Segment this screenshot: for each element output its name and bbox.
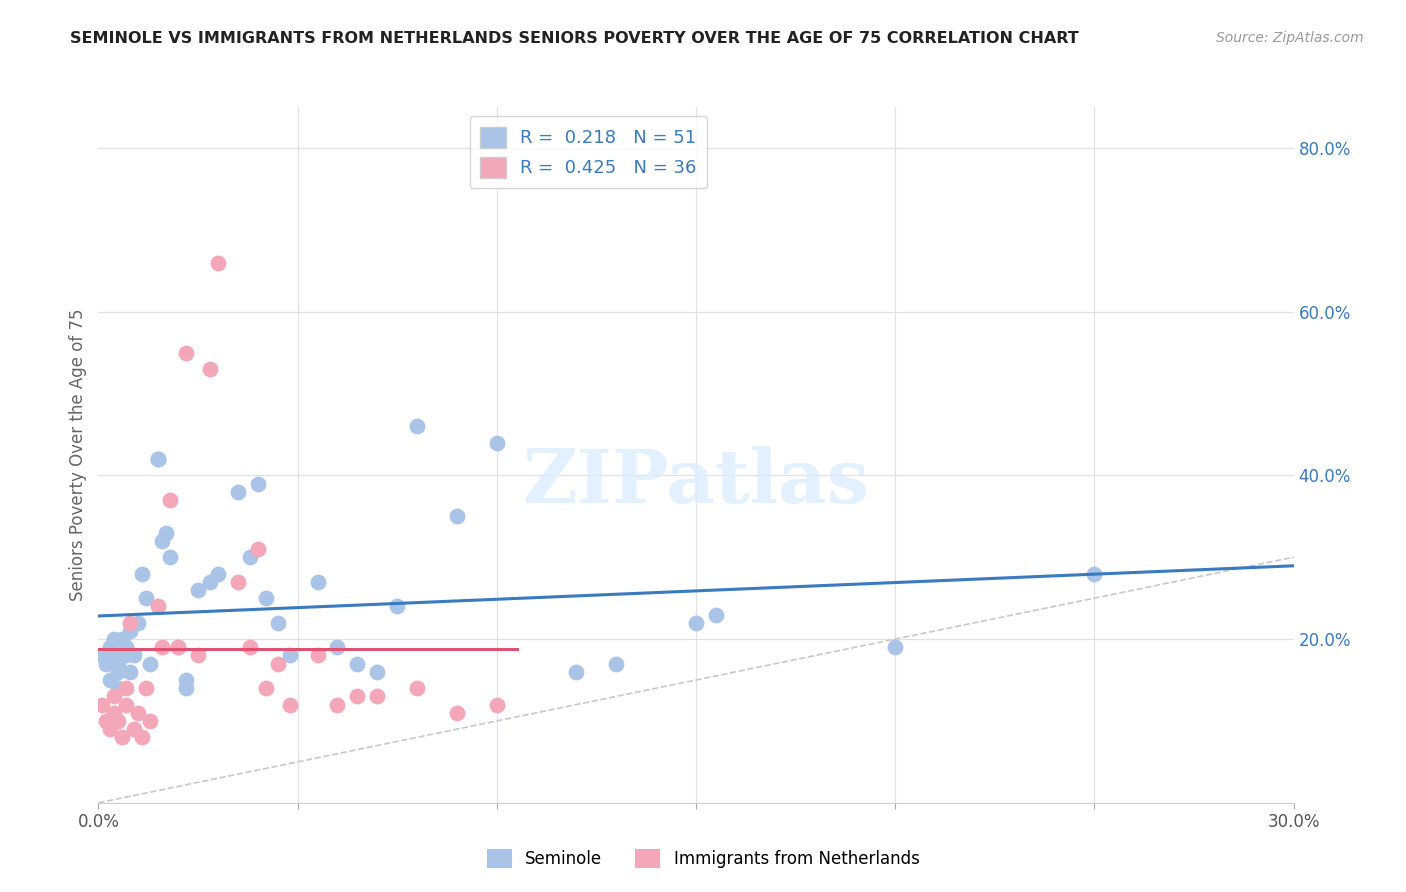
Text: Source: ZipAtlas.com: Source: ZipAtlas.com [1216, 31, 1364, 45]
Point [131, 566, 153, 581]
Point [187, 648, 209, 663]
Point [111, 731, 134, 745]
Point [103, 632, 125, 646]
Point [96, 714, 118, 728]
Point [103, 690, 125, 704]
Point [115, 640, 138, 655]
Point [605, 657, 627, 671]
Point [198, 362, 221, 376]
Point [107, 681, 129, 696]
Point [115, 681, 138, 696]
Y-axis label: Seniors Poverty Over the Age of 75: Seniors Poverty Over the Age of 75 [69, 309, 87, 601]
Legend: R =  0.218   N = 51, R =  0.425   N = 36: R = 0.218 N = 51, R = 0.425 N = 36 [470, 116, 707, 188]
Point [127, 615, 149, 630]
Point [346, 657, 368, 671]
Point [115, 648, 138, 663]
Point [884, 640, 907, 655]
Point [120, 615, 142, 630]
Point [278, 698, 301, 712]
Point [174, 673, 197, 687]
Point [148, 599, 170, 614]
Point [139, 657, 162, 671]
Point [226, 484, 249, 499]
Point [135, 591, 157, 606]
Point [446, 706, 468, 720]
Point [167, 640, 190, 655]
Point [174, 345, 197, 359]
Point [485, 435, 508, 450]
Point [198, 574, 221, 589]
Text: SEMINOLE VS IMMIGRANTS FROM NETHERLANDS SENIORS POVERTY OVER THE AGE OF 75 CORRE: SEMINOLE VS IMMIGRANTS FROM NETHERLANDS … [70, 31, 1078, 46]
Point [366, 690, 388, 704]
Point [704, 607, 727, 622]
Point [111, 632, 134, 646]
Point [100, 640, 122, 655]
Point [385, 599, 409, 614]
Point [150, 640, 173, 655]
Point [155, 525, 177, 540]
Point [267, 657, 290, 671]
Point [115, 698, 138, 712]
Point [120, 624, 142, 638]
Point [103, 706, 125, 720]
Point [406, 681, 429, 696]
Point [103, 648, 125, 663]
Legend: Seminole, Immigrants from Netherlands: Seminole, Immigrants from Netherlands [479, 842, 927, 875]
Point [246, 542, 269, 557]
Point [120, 665, 142, 679]
Point [346, 690, 368, 704]
Point [187, 582, 209, 597]
Point [1083, 566, 1105, 581]
Point [207, 255, 229, 269]
Point [107, 714, 129, 728]
Point [307, 574, 329, 589]
Point [91, 698, 114, 712]
Point [148, 452, 170, 467]
Point [127, 706, 149, 720]
Point [326, 698, 349, 712]
Point [307, 648, 329, 663]
Point [159, 492, 181, 507]
Point [326, 640, 349, 655]
Point [100, 673, 122, 687]
Point [139, 714, 162, 728]
Point [685, 615, 707, 630]
Point [111, 648, 134, 663]
Point [366, 665, 388, 679]
Point [446, 509, 468, 524]
Point [278, 648, 301, 663]
Point [148, 452, 170, 467]
Point [485, 698, 508, 712]
Point [124, 648, 146, 663]
Point [124, 722, 146, 736]
Point [267, 615, 290, 630]
Point [159, 550, 181, 565]
Point [96, 657, 118, 671]
Point [91, 648, 114, 663]
Point [135, 681, 157, 696]
Point [107, 665, 129, 679]
Point [239, 550, 262, 565]
Point [131, 731, 153, 745]
Point [226, 574, 249, 589]
Point [406, 419, 429, 434]
Point [239, 640, 262, 655]
Point [167, 640, 190, 655]
Point [107, 657, 129, 671]
Point [565, 665, 588, 679]
Point [100, 722, 122, 736]
Point [246, 476, 269, 491]
Text: ZIPatlas: ZIPatlas [523, 446, 869, 519]
Point [254, 591, 277, 606]
Point [174, 681, 197, 696]
Point [254, 681, 277, 696]
Point [207, 566, 229, 581]
Point [150, 533, 173, 548]
